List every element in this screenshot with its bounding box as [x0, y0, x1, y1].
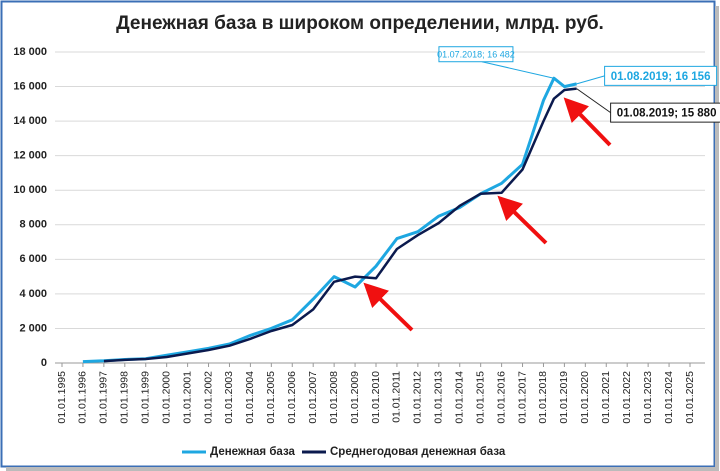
y-tick-label: 6 000: [19, 253, 47, 265]
y-tick-label: 12 000: [13, 150, 47, 162]
leader-line: [576, 75, 605, 85]
chart-title: Денежная база в широком определении, млр…: [116, 13, 604, 34]
x-tick-label: 01.01.2007: [307, 371, 319, 424]
x-tick-label: 01.01.2008: [328, 371, 340, 424]
x-tick-label: 01.01.2025: [684, 371, 696, 424]
y-tick-label: 16 000: [13, 80, 47, 92]
shadow: [6, 467, 719, 471]
x-tick-label: 01.01.2014: [454, 371, 466, 424]
x-tick-label: 01.01.2003: [223, 371, 235, 424]
x-tick-label: 01.01.2012: [412, 371, 424, 424]
x-tick-label: 01.01.2006: [286, 371, 298, 424]
x-tick-label: 01.01.1999: [140, 371, 152, 424]
x-tick-label: 01.01.2004: [244, 371, 256, 424]
x-tick-label: 01.01.2022: [621, 371, 633, 424]
label-box: [438, 46, 514, 63]
x-tick-label: 01.01.2024: [663, 371, 675, 424]
x-tick-label: 01.01.2009: [349, 371, 361, 424]
y-tick-label: 2 000: [19, 322, 47, 334]
x-tick-label: 01.01.2000: [160, 371, 172, 424]
y-tick-label: 18 000: [13, 46, 47, 58]
x-tick-label: 01.01.2010: [370, 371, 382, 424]
y-tick-label: 4 000: [19, 288, 47, 300]
x-tick-label: 01.01.2005: [265, 371, 277, 424]
label-box: [604, 65, 718, 86]
series-line: [82, 76, 577, 364]
x-tick-label: 01.01.1995: [56, 371, 68, 424]
arrow: [563, 97, 612, 147]
x-tick-label: 01.01.2016: [495, 371, 507, 424]
label-box: [610, 102, 720, 123]
data-label: 01.08.2019; 16 156: [611, 71, 711, 83]
x-tick-label: 01.01.2021: [600, 371, 612, 424]
series-line: [103, 87, 577, 363]
x-tick-label: 01.01.2019: [558, 371, 570, 424]
plot: 0 2 000 4 000 6 000 8 000 10 000 12 000 14 000 1…: [13, 46, 720, 458]
x-tick-label: 01.01.2002: [202, 371, 214, 424]
x-tick-label: 01.01.1997: [98, 371, 110, 424]
arrow: [363, 282, 414, 332]
x-tick-label: 01.01.2017: [516, 371, 528, 424]
data-label: 01.08.2019; 15 880: [617, 108, 717, 120]
y-tick-label: 14 000: [13, 115, 47, 127]
arrows: [363, 97, 612, 332]
legend-label: Среднегодовая денежная база: [330, 446, 506, 458]
x-tick-label: 01.01.2013: [433, 371, 445, 424]
x-tick-label: 01.01.1998: [119, 371, 131, 424]
y-tick-label: 0: [41, 357, 47, 369]
leader-line: [576, 88, 611, 114]
x-tick-label: 01.01.2018: [537, 371, 549, 424]
x-tick-label: 01.01.2001: [181, 371, 193, 424]
arrow: [497, 195, 548, 245]
x-tick-label: 01.01.2015: [474, 371, 486, 424]
y-tick-label: 10 000: [13, 184, 47, 196]
x-tick-label: 01.01.2011: [391, 371, 403, 423]
data-label: 01.07.2018; 16 482: [437, 50, 515, 60]
x-tick-label: 01.01.2020: [579, 371, 591, 424]
y-tick-label: 8 000: [19, 219, 47, 231]
x-tick-label: 01.01.2023: [642, 371, 654, 424]
shadow: [715, 6, 719, 469]
x-tick-label: 01.01.1996: [77, 371, 89, 424]
leader-line: [481, 61, 555, 79]
legend-label: Денежная база: [210, 446, 296, 458]
